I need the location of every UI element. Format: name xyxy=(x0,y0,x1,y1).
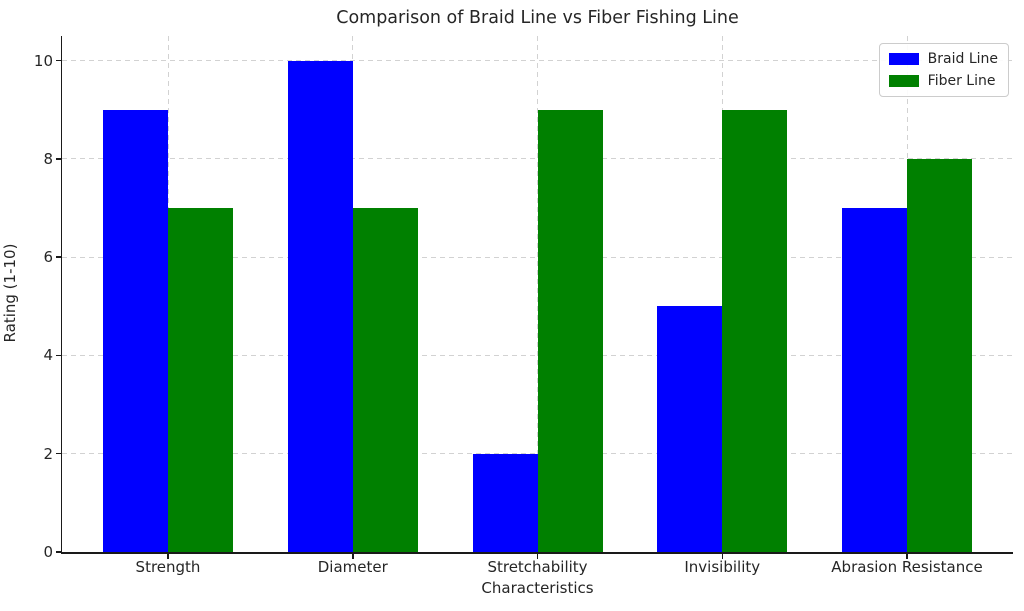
y-tick-8 xyxy=(55,158,61,160)
y-tick-4 xyxy=(55,354,61,357)
bar-braid-line-diameter xyxy=(287,60,353,552)
y-axis-spine xyxy=(60,36,62,552)
x-tick-label-invisibility: Invisibility xyxy=(684,558,761,576)
x-tick-stretchability xyxy=(536,554,539,559)
y-tick-label-8: 8 xyxy=(43,149,53,168)
bar-braid-line-strength xyxy=(103,109,168,552)
x-tick-label-stretchability: Stretchability xyxy=(487,558,588,576)
legend-item-braid-line: Braid Line xyxy=(888,51,998,67)
legend-swatch-braid-line xyxy=(888,53,919,65)
x-tick-strength xyxy=(167,554,169,559)
y-tick-0 xyxy=(55,551,61,553)
bar-fiber-line-abrasion-resistance xyxy=(907,158,972,552)
legend-label-fiber-line: Fiber Line xyxy=(927,73,996,89)
y-tick-label-0: 0 xyxy=(43,543,53,561)
x-tick-diameter xyxy=(352,554,354,559)
legend-label-braid-line: Braid Line xyxy=(927,51,998,67)
plot-area: Braid Line Fiber Line 0 2 4 6 8 10 Strength Dia… xyxy=(34,36,1013,576)
chart-title: Comparison of Braid Line vs Fiber Fishin… xyxy=(336,8,739,28)
legend-item-fiber-line: Fiber Line xyxy=(888,73,998,89)
y-tick-label-6: 6 xyxy=(43,248,53,267)
legend: Braid Line Fiber Line xyxy=(878,43,1009,97)
bar-fiber-line-diameter xyxy=(352,208,418,552)
y-tick-2 xyxy=(55,452,61,455)
x-tick-label-strength: Strength xyxy=(135,558,201,576)
x-tick-abrasion-resistance xyxy=(906,554,908,559)
x-axis-spine xyxy=(60,552,1013,554)
x-tick-invisibility xyxy=(721,554,723,559)
bar-braid-line-abrasion-resistance xyxy=(842,208,907,552)
y-tick-label-2: 2 xyxy=(43,444,53,463)
bar-braid-line-invisibility xyxy=(657,306,723,552)
x-axis-label: Characteristics xyxy=(481,579,594,597)
y-tick-10 xyxy=(55,59,61,62)
y-axis-label: Rating (1-10) xyxy=(1,243,19,343)
x-tick-label-abrasion-resistance: Abrasion Resistance xyxy=(831,558,983,576)
y-tick-label-4: 4 xyxy=(43,346,53,365)
y-tick-6 xyxy=(55,256,61,258)
y-tick-label-10: 10 xyxy=(33,51,53,70)
bar-fiber-line-invisibility xyxy=(722,109,788,552)
legend-swatch-fiber-line xyxy=(888,75,919,87)
bar-braid-line-stretchability xyxy=(472,453,538,552)
x-tick-label-diameter: Diameter xyxy=(317,558,388,576)
bar-fiber-line-strength xyxy=(168,208,233,552)
bar-fiber-line-stretchability xyxy=(537,109,603,552)
